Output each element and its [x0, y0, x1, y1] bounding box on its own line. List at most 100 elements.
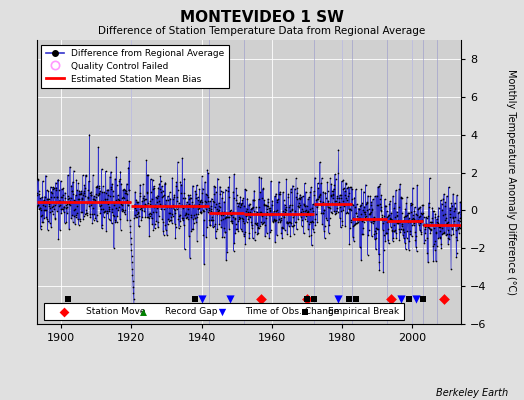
Point [112, 205, 120, 211]
Point [456, 211, 465, 217]
Point [186, 195, 194, 201]
Point [106, 193, 114, 199]
Point [295, 204, 303, 210]
Point [208, 205, 216, 212]
Point [93, 191, 102, 198]
Point [110, 213, 118, 220]
Point [53, 177, 62, 183]
Point [433, 222, 442, 228]
Point [90, 196, 98, 203]
Point [415, 214, 423, 220]
Point [166, 210, 174, 216]
Point [351, 221, 359, 227]
Point [424, 259, 432, 266]
Point [411, 296, 420, 302]
Point [199, 208, 208, 215]
Point [161, 222, 170, 228]
Point [128, 272, 137, 278]
Point [239, 218, 247, 224]
Point [265, 234, 274, 241]
Point [192, 182, 201, 188]
Point [126, 217, 134, 223]
Point [159, 232, 168, 238]
Point [349, 202, 357, 208]
Point [254, 225, 263, 231]
Legend: Difference from Regional Average, Quality Control Failed, Estimated Station Mean: Difference from Regional Average, Qualit… [41, 44, 229, 88]
Point [92, 191, 100, 197]
Point [265, 204, 273, 211]
Point [134, 209, 142, 216]
Point [42, 199, 50, 205]
Point [401, 206, 410, 212]
Point [113, 213, 122, 219]
Point [41, 172, 50, 179]
Point [369, 214, 378, 220]
Point [119, 208, 128, 215]
Point [256, 219, 265, 226]
Point [238, 228, 246, 234]
Point [242, 187, 250, 193]
Point [84, 198, 93, 205]
Point [184, 195, 193, 202]
Point [136, 182, 144, 188]
Point [250, 196, 259, 203]
Point [101, 196, 109, 202]
Point [245, 235, 254, 242]
Point [232, 197, 241, 203]
Point [438, 200, 446, 207]
Point [234, 218, 242, 224]
Point [399, 235, 408, 241]
Point [436, 224, 445, 230]
Point [82, 172, 90, 178]
Point [64, 201, 73, 208]
Point [367, 202, 375, 208]
Point [88, 211, 96, 217]
Point [383, 208, 391, 214]
Point [222, 186, 230, 193]
Point [312, 197, 321, 204]
Point [341, 188, 349, 194]
Point [216, 191, 224, 197]
Point [129, 296, 138, 302]
Point [43, 218, 52, 224]
Point [454, 210, 463, 216]
Point [119, 187, 127, 193]
Point [391, 214, 399, 220]
Point [445, 214, 454, 220]
Point [305, 233, 313, 239]
Point [56, 227, 64, 233]
Point [275, 217, 283, 224]
Point [329, 192, 337, 198]
Point [140, 208, 148, 214]
Point [291, 194, 300, 200]
Point [83, 210, 91, 217]
Point [210, 191, 219, 197]
Point [314, 194, 323, 200]
Point [452, 254, 461, 260]
Point [347, 219, 355, 225]
Point [253, 208, 261, 215]
Point [431, 211, 440, 217]
Point [139, 197, 148, 203]
Point [298, 222, 306, 229]
Point [278, 212, 287, 218]
Point [438, 224, 446, 231]
Point [196, 209, 205, 215]
Point [202, 199, 211, 206]
Point [371, 228, 379, 234]
Point [38, 219, 47, 225]
Point [292, 175, 300, 182]
Point [151, 209, 160, 215]
Point [133, 214, 141, 220]
Point [38, 178, 47, 184]
Point [73, 203, 81, 210]
Point [433, 213, 442, 220]
Point [437, 241, 445, 247]
Point [115, 197, 123, 204]
Point [435, 228, 444, 234]
Point [343, 208, 352, 215]
Point [442, 221, 450, 227]
Point [198, 296, 206, 302]
Point [159, 188, 167, 194]
Point [107, 184, 115, 190]
